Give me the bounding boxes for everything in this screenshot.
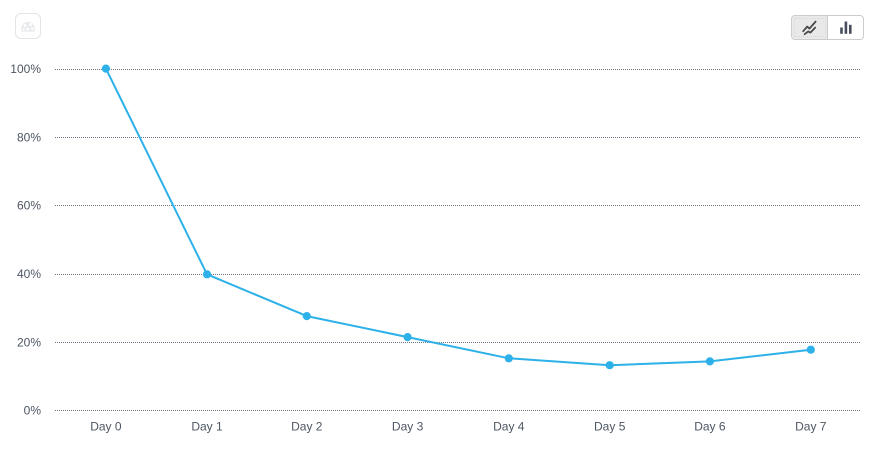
svg-text:0%: 0%	[24, 404, 42, 418]
svg-text:60%: 60%	[17, 199, 41, 213]
svg-text:20%: 20%	[17, 335, 41, 349]
svg-text:Day 7: Day 7	[795, 420, 827, 434]
svg-text:80%: 80%	[17, 130, 41, 144]
svg-text:Day 3: Day 3	[392, 420, 424, 434]
svg-text:Day 4: Day 4	[493, 420, 525, 434]
svg-text:Day 5: Day 5	[594, 420, 626, 434]
svg-text:Day 1: Day 1	[191, 420, 223, 434]
svg-text:Day 2: Day 2	[291, 420, 323, 434]
svg-text:Day 6: Day 6	[694, 420, 726, 434]
svg-text:100%: 100%	[10, 62, 41, 76]
svg-text:40%: 40%	[17, 267, 41, 281]
svg-text:Day 0: Day 0	[90, 420, 122, 434]
